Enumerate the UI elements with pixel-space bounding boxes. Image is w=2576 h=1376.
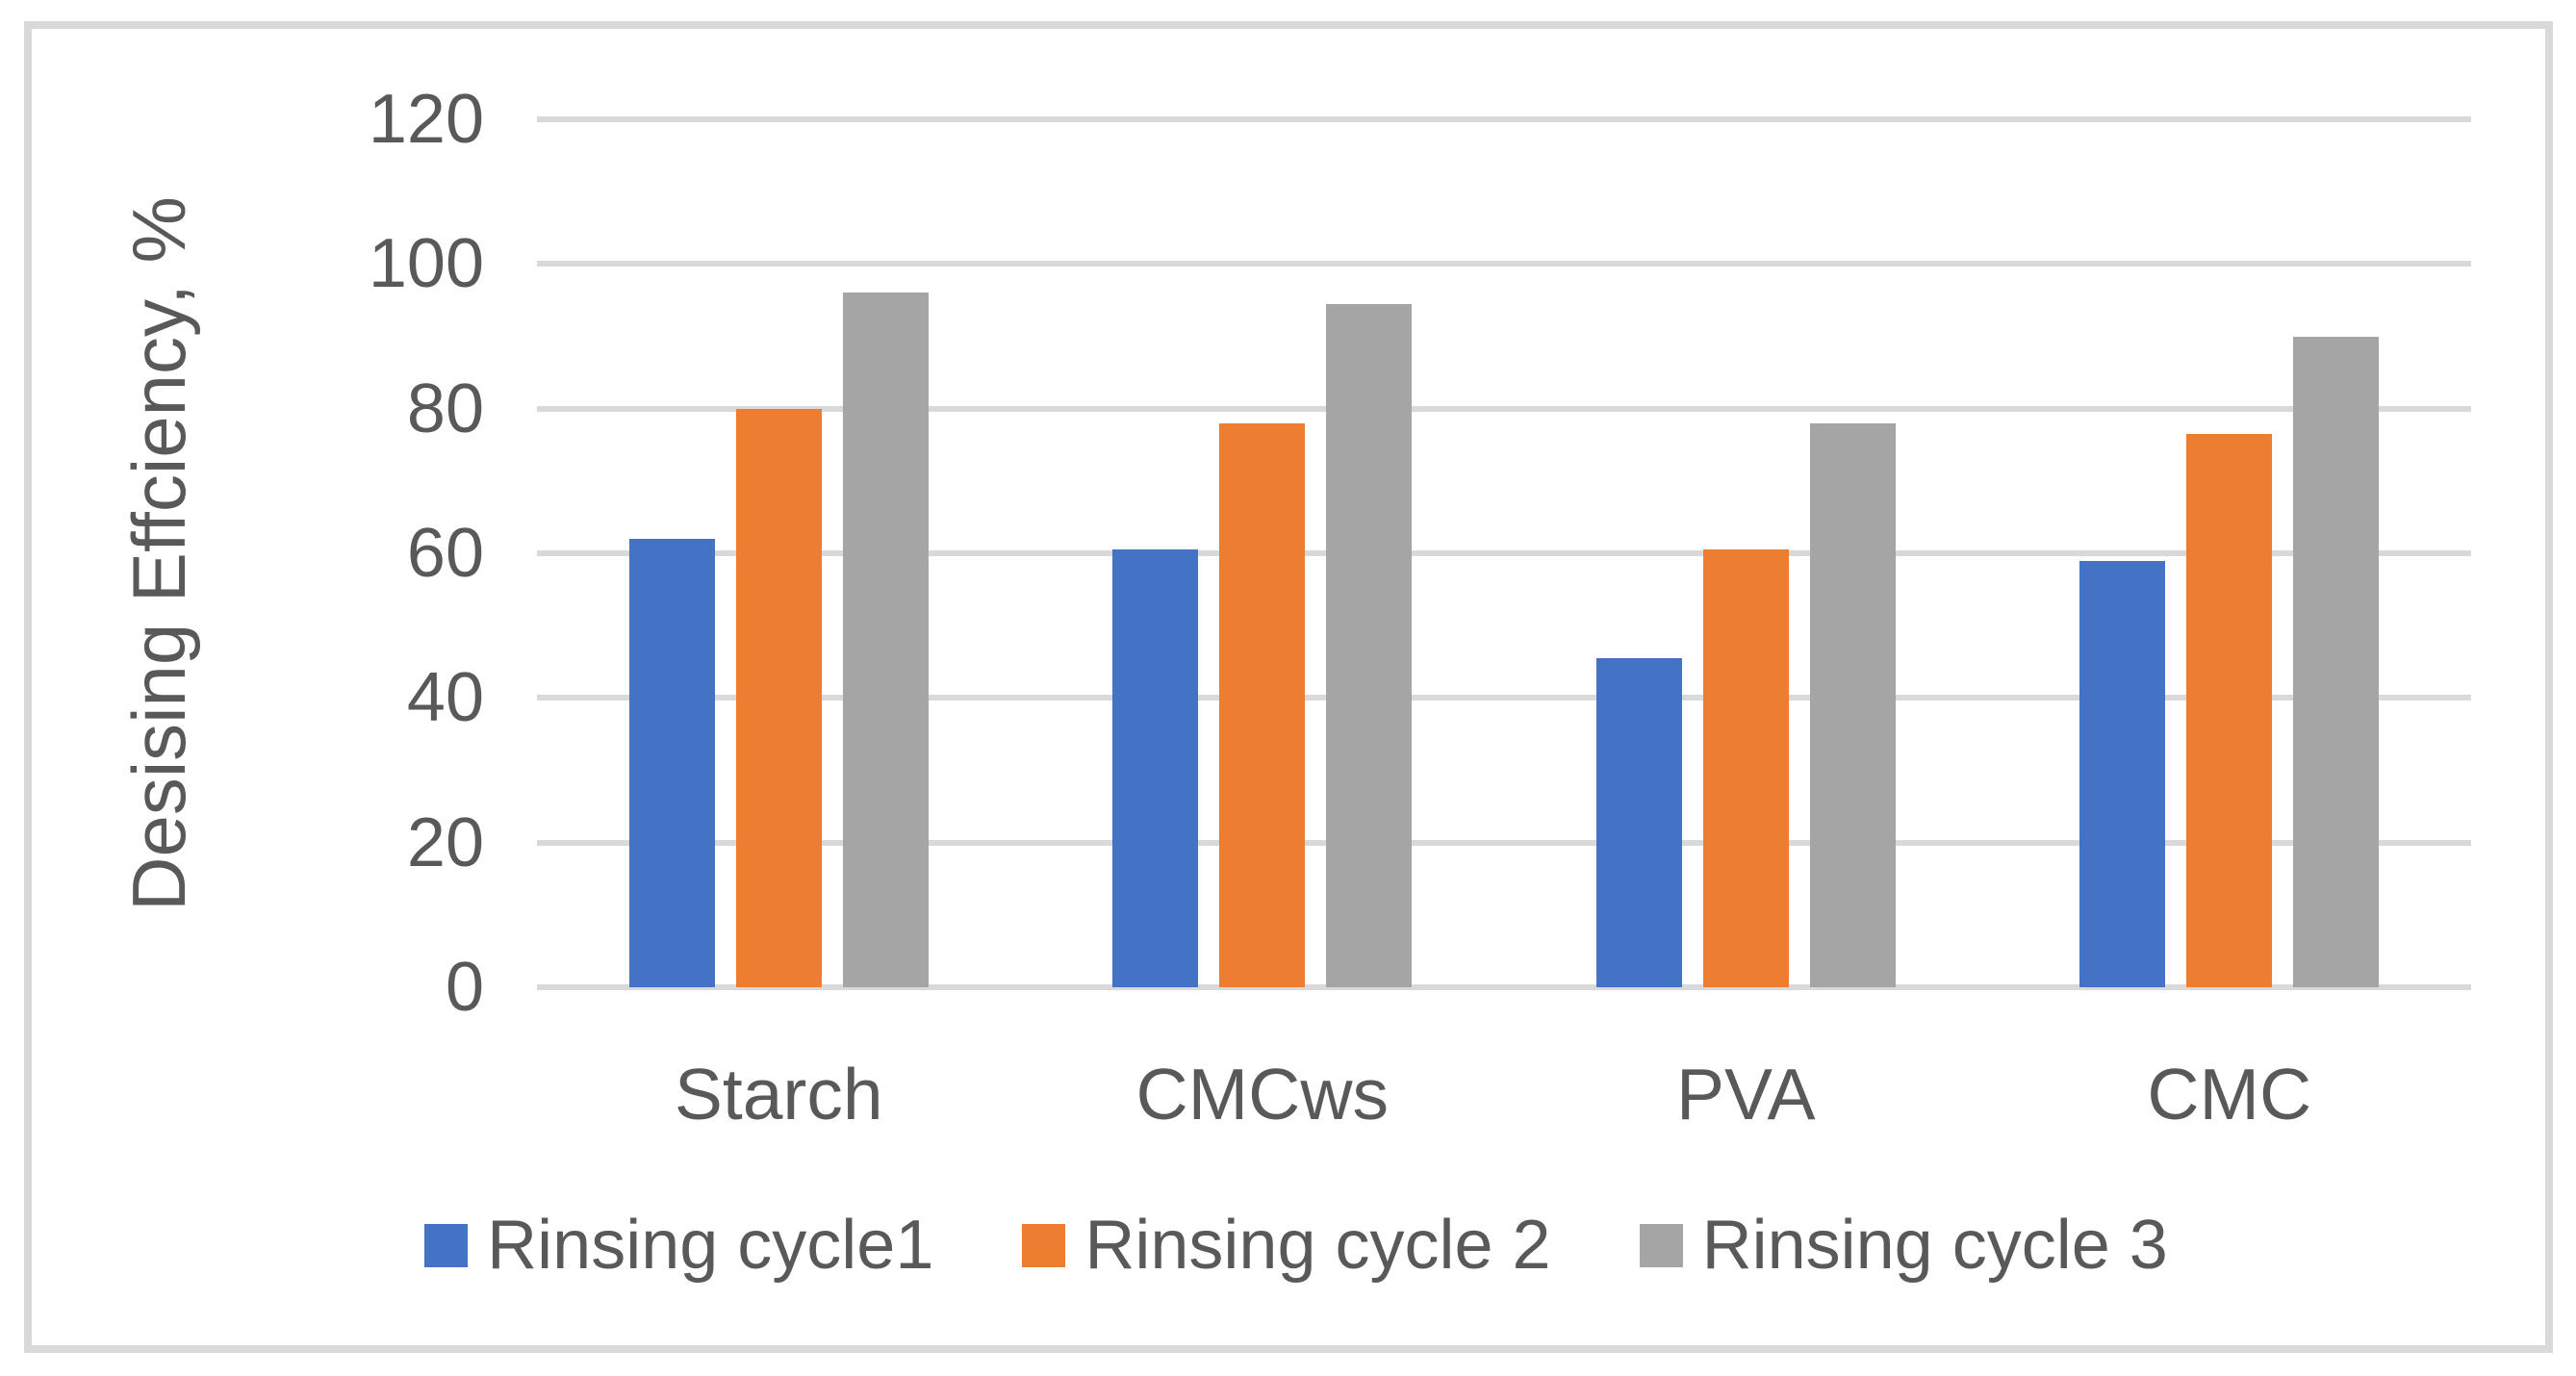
gridline-y0 (537, 984, 2471, 990)
gridline-y80 (537, 405, 2471, 412)
bar-pva-rinsing-cycle1 (1595, 658, 1682, 987)
y-tick-label-120: 120 (368, 81, 484, 158)
legend-label: Rinsing cycle 2 (1084, 1207, 1551, 1284)
bar-cmc-rinsing-cycle-3 (2293, 336, 2380, 987)
y-tick-label-80: 80 (406, 369, 484, 447)
y-tick-label-60: 60 (406, 515, 484, 592)
x-category-label-cmc: CMC (2147, 1054, 2312, 1134)
gridline-y60 (537, 550, 2471, 556)
bar-cmcws-rinsing-cycle-3 (1326, 303, 1413, 987)
gridline-y100 (537, 261, 2471, 268)
bar-cmcws-rinsing-cycle1 (1112, 549, 1199, 987)
x-category-label-starch: Starch (674, 1054, 883, 1134)
legend-marker-icon (1639, 1223, 1683, 1267)
y-tick-label-0: 0 (445, 949, 484, 1026)
bar-starch-rinsing-cycle-2 (735, 408, 822, 987)
x-category-label-pva: PVA (1675, 1054, 1816, 1134)
bar-pva-rinsing-cycle-3 (1809, 422, 1896, 987)
legend-item-rinsing-cycle-2: Rinsing cycle 2 (1022, 1199, 1551, 1291)
legend-label: Rinsing cycle 3 (1701, 1207, 2168, 1284)
gridline-y40 (537, 695, 2471, 701)
y-tick-label-40: 40 (406, 659, 484, 737)
gridline-y20 (537, 839, 2471, 846)
legend-item-rinsing-cycle1: Rinsing cycle1 (424, 1199, 933, 1291)
legend: Rinsing cycle1 Rinsing cycle 2 Rinsing cyc… (32, 1199, 2561, 1291)
chart-frame: Desising Effciency, % Rinsing cycle1 Rins… (24, 21, 2553, 1353)
legend-item-rinsing-cycle-3: Rinsing cycle 3 (1639, 1199, 2168, 1291)
x-category-label-cmcws: CMCws (1135, 1054, 1389, 1134)
plot-area (537, 116, 2471, 990)
y-tick-label-20: 20 (406, 803, 484, 881)
bar-pva-rinsing-cycle-2 (1702, 549, 1789, 987)
legend-label: Rinsing cycle1 (487, 1207, 934, 1284)
y-tick-label-100: 100 (368, 225, 484, 303)
legend-marker-icon (424, 1223, 469, 1267)
legend-marker-icon (1022, 1223, 1066, 1267)
bar-cmcws-rinsing-cycle-2 (1219, 422, 1306, 987)
gridline-y120 (537, 116, 2471, 122)
y-axis-title: Desising Effciency, % (115, 195, 201, 911)
bar-cmc-rinsing-cycle1 (2079, 560, 2166, 987)
bar-starch-rinsing-cycle-3 (842, 293, 929, 987)
bar-starch-rinsing-cycle1 (628, 538, 715, 987)
bar-cmc-rinsing-cycle-2 (2186, 433, 2273, 987)
